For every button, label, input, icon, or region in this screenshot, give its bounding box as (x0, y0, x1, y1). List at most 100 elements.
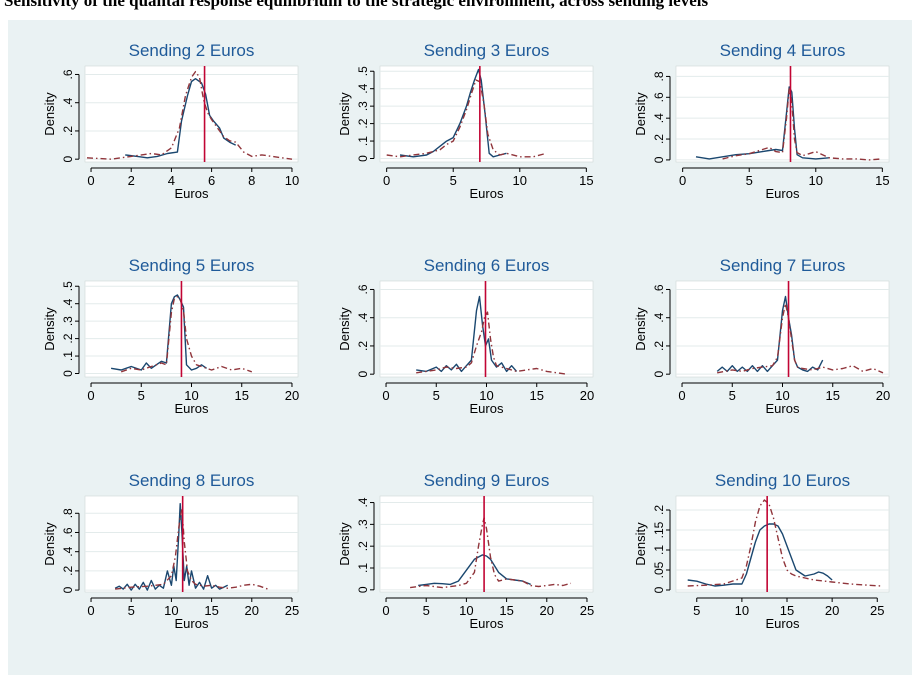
y-tick-label: .4 (652, 312, 666, 322)
x-tick-label: 20 (876, 388, 890, 403)
y-tick-label: .6 (652, 92, 666, 102)
y-axis-label: Density (42, 92, 57, 136)
y-tick-label: 0 (356, 586, 370, 593)
x-axis-label: Euros (175, 186, 209, 201)
x-tick-label: 20 (245, 603, 259, 618)
x-tick-label: 20 (580, 388, 594, 403)
plot-area (379, 495, 594, 593)
x-tick-label: 15 (780, 603, 794, 618)
y-tick-label: .3 (61, 316, 75, 326)
solid-density-line (110, 294, 207, 371)
y-tick-label: .4 (61, 546, 75, 556)
y-tick-label: .4 (356, 497, 370, 507)
x-tick-label: 15 (826, 388, 840, 403)
y-tick-label: .2 (356, 541, 370, 551)
x-tick-label: 0 (382, 388, 389, 403)
y-tick-label: 0 (61, 586, 75, 593)
y-tick-label: .2 (652, 505, 666, 515)
y-tick-label: .4 (356, 312, 370, 322)
y-tick-label: 0 (652, 371, 666, 378)
y-axis-label: Density (42, 307, 57, 351)
dashed-density-line (416, 311, 567, 375)
x-tick-label: 5 (423, 603, 430, 618)
x-tick-label: 10 (184, 388, 198, 403)
dashed-density-line (722, 88, 883, 161)
x-tick-label: 5 (693, 603, 700, 618)
y-tick-label: .6 (61, 69, 75, 79)
x-tick-label: 20 (825, 603, 839, 618)
x-tick-label: 6 (208, 173, 215, 188)
y-tick-label: .8 (652, 71, 666, 81)
y-axis-label: Density (337, 522, 352, 566)
chart-title: Sending 5 Euros (129, 256, 255, 275)
x-tick-label: 10 (513, 173, 527, 188)
x-tick-label: 10 (775, 388, 789, 403)
y-tick-label: 0 (356, 155, 370, 162)
plot-area (84, 65, 299, 163)
plot-area (84, 280, 299, 378)
plot-area (379, 280, 594, 378)
chart-title: Sending 3 Euros (424, 41, 550, 60)
y-tick-label: .2 (61, 333, 75, 343)
chart-title: Sending 6 Euros (424, 256, 550, 275)
y-tick-label: .2 (356, 341, 370, 351)
x-tick-label: 0 (678, 388, 685, 403)
x-tick-label: 15 (499, 603, 513, 618)
x-axis-label: Euros (470, 401, 504, 416)
x-tick-label: 10 (479, 388, 493, 403)
x-tick-label: 15 (875, 173, 889, 188)
y-tick-label: 0 (356, 371, 370, 378)
y-tick-label: .1 (652, 545, 666, 555)
x-axis-label: Euros (175, 401, 209, 416)
dashed-density-line (115, 507, 269, 590)
x-tick-label: 25 (285, 603, 299, 618)
x-tick-label: 0 (382, 603, 389, 618)
chart-title: Sending 9 Euros (424, 471, 550, 490)
y-tick-label: .05 (652, 561, 666, 578)
solid-density-line (695, 86, 830, 160)
x-tick-label: 5 (433, 388, 440, 403)
y-tick-label: .6 (61, 527, 75, 537)
y-tick-label: .1 (356, 136, 370, 146)
y-tick-label: .8 (61, 508, 75, 518)
y-axis-label: Density (633, 92, 648, 136)
figure-background: Sending 2 Euros 0.2.4.6 Density 0 2 4 6 8 10 Euro… (8, 20, 912, 675)
solid-density-line (416, 295, 518, 373)
x-tick-label: 20 (285, 388, 299, 403)
chart-title: Sending 2 Euros (129, 41, 255, 60)
x-tick-label: 4 (168, 173, 175, 188)
dashed-density-line (86, 70, 293, 160)
x-tick-label: 10 (164, 603, 178, 618)
x-tick-label: 25 (870, 603, 884, 618)
x-tick-label: 0 (87, 603, 94, 618)
x-tick-label: 15 (204, 603, 218, 618)
y-tick-label: .5 (356, 66, 370, 76)
chart-title: Sending 10 Euros (715, 471, 850, 490)
dashed-density-line (386, 79, 547, 158)
dashed-density-line (717, 302, 884, 374)
plot-area (675, 495, 890, 593)
y-tick-label: 0 (61, 156, 75, 163)
x-tick-label: 5 (746, 173, 753, 188)
y-tick-label: 0 (652, 156, 666, 163)
y-tick-label: .2 (61, 126, 75, 136)
y-tick-label: .4 (61, 97, 75, 107)
x-tick-label: 20 (540, 603, 554, 618)
x-tick-label: 15 (530, 388, 544, 403)
y-tick-label: .2 (61, 566, 75, 576)
y-tick-label: .5 (61, 281, 75, 291)
solid-density-line (716, 295, 824, 373)
x-axis-label: Euros (766, 401, 800, 416)
x-tick-label: 10 (285, 173, 299, 188)
plot-area (675, 280, 890, 378)
y-tick-label: .6 (652, 284, 666, 294)
y-tick-label: .1 (61, 351, 75, 361)
y-tick-label: .4 (356, 83, 370, 93)
x-tick-label: 0 (383, 173, 390, 188)
y-tick-label: .4 (61, 298, 75, 308)
x-axis-label: Euros (470, 186, 504, 201)
x-tick-label: 15 (235, 388, 249, 403)
y-axis-label: Density (42, 522, 57, 566)
x-tick-label: 10 (809, 173, 823, 188)
x-tick-label: 0 (679, 173, 686, 188)
